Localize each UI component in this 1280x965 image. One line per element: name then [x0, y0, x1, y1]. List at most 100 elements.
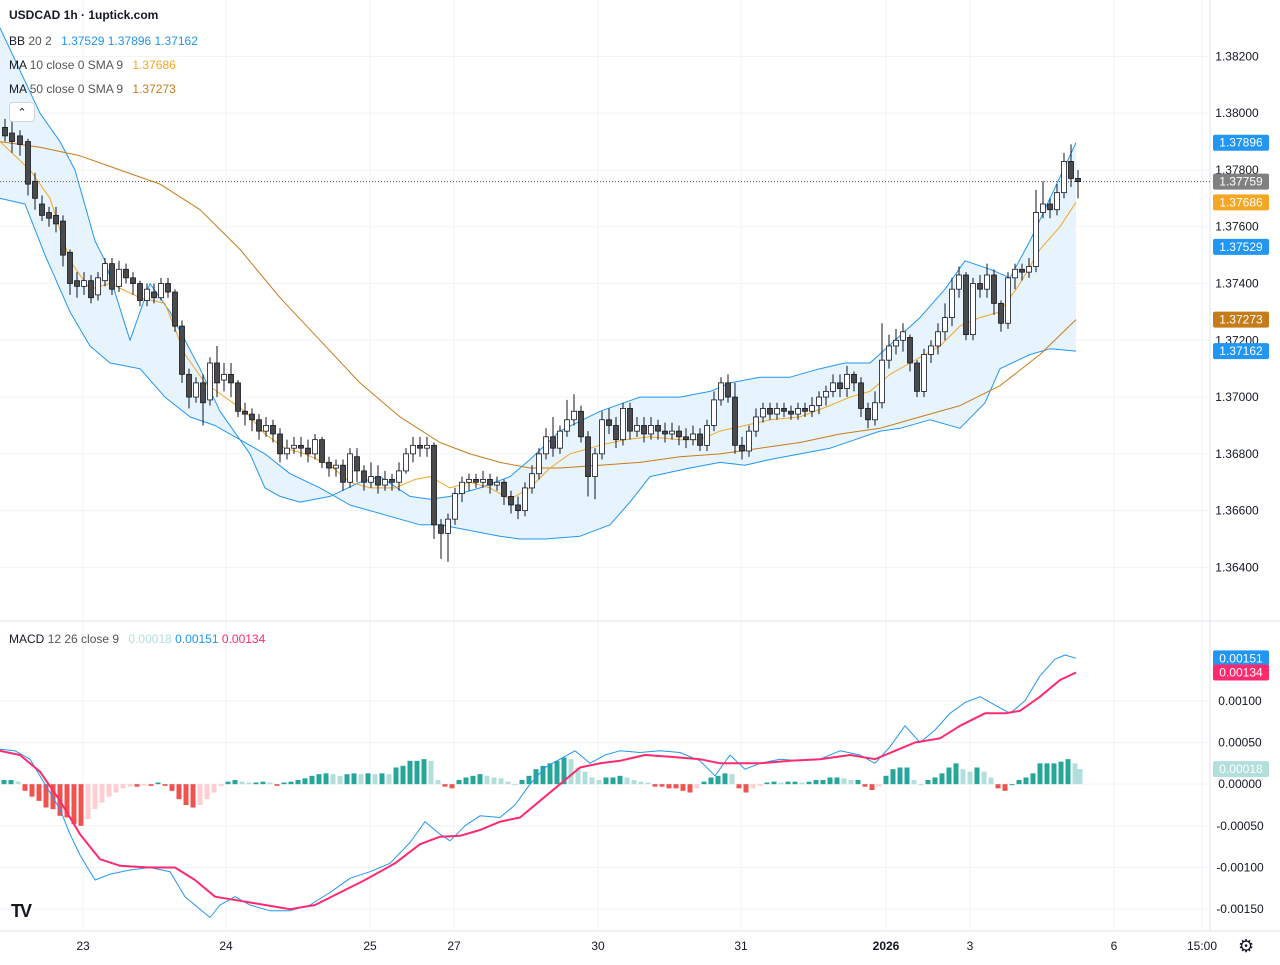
macd-histogram-bar	[778, 782, 784, 785]
legend-ma10-name: MA	[9, 58, 27, 72]
macd-histogram-bar	[449, 784, 455, 789]
candle-body	[536, 453, 542, 475]
chevron-up-icon[interactable]: ⌃	[9, 102, 35, 122]
candle-body	[172, 291, 178, 327]
macd-histogram-bar	[638, 781, 644, 785]
time-tick-label: 31	[734, 939, 748, 953]
macd-histogram-bar	[120, 784, 126, 789]
candle-body	[718, 382, 724, 401]
macd-histogram-bar	[589, 777, 595, 785]
candle-body	[326, 461, 332, 469]
candle-body	[319, 439, 325, 463]
legend-bb-v1: 1.37529	[61, 34, 105, 48]
legend-bb-params: 20 2	[28, 34, 52, 48]
macd-histogram-bar	[799, 782, 805, 785]
macd-histogram-bar	[351, 773, 357, 785]
candle-body	[928, 345, 934, 355]
chart-title: USDCAD 1h · 1uptick.com	[9, 8, 159, 22]
macd-histogram-bar	[288, 781, 294, 785]
macd-scale-label: 0.00134	[1219, 666, 1263, 680]
candle-body	[837, 382, 843, 389]
macd-histogram-bar	[43, 784, 49, 808]
macd-histogram-bar	[379, 773, 385, 785]
candle-body	[60, 220, 66, 256]
candle-body	[368, 476, 374, 483]
time-tick-label: 23	[76, 939, 90, 953]
legend-ma50[interactable]: MA 50 close 0 SMA 9 1.37273	[9, 82, 176, 96]
macd-histogram-bar	[890, 769, 896, 785]
candle-body	[39, 203, 45, 216]
macd-histogram-bar	[792, 781, 798, 785]
candle-body	[676, 430, 682, 438]
macd-histogram-bar	[442, 784, 448, 787]
macd-histogram-bar	[1002, 784, 1008, 791]
macd-scale-label-bg	[1213, 761, 1269, 778]
legend-ma10-value: 1.37686	[132, 58, 176, 72]
macd-histogram-bar	[757, 784, 763, 786]
macd-histogram-bar	[1065, 759, 1071, 785]
macd-histogram-bar	[708, 777, 714, 785]
macd-histogram-bar	[631, 780, 637, 785]
candle-body	[886, 345, 892, 361]
macd-histogram-bar	[988, 777, 994, 785]
macd-histogram-bar	[1072, 763, 1078, 785]
macd-histogram-bar	[106, 784, 112, 797]
candle-body	[277, 433, 283, 455]
macd-histogram-bar	[813, 780, 819, 785]
macd-histogram-bar	[36, 784, 42, 801]
macd-tick-label: 0.00000	[1218, 777, 1262, 791]
time-tick-label: 15:00	[1187, 939, 1217, 953]
price-tick-label: 1.37400	[1215, 277, 1259, 291]
gear-icon[interactable]: ⚙	[1238, 936, 1255, 956]
macd-histogram-bar	[344, 774, 350, 785]
macd-histogram-bar	[400, 765, 406, 785]
candle-body	[347, 453, 353, 483]
candle-body	[879, 359, 885, 404]
candle-body	[151, 291, 157, 299]
candle-body	[235, 382, 241, 412]
candle-body	[781, 408, 787, 412]
macd-histogram-bar	[463, 777, 469, 785]
candle-body	[739, 444, 745, 452]
legend-bb[interactable]: BB 20 2 1.37529 1.37896 1.37162	[9, 34, 198, 48]
macd-histogram-bar	[1030, 773, 1036, 785]
candle-body	[403, 453, 409, 472]
candle-body	[284, 447, 290, 455]
candle-body	[53, 214, 59, 225]
candle-body	[256, 419, 262, 432]
macd-histogram-bar	[484, 775, 490, 785]
price-tick-label: 1.36400	[1215, 560, 1259, 574]
macd-histogram-bar	[358, 774, 364, 785]
candle-body	[921, 354, 927, 392]
macd-histogram-bar	[148, 784, 154, 786]
candle-body	[872, 402, 878, 421]
candle-body	[487, 479, 493, 486]
macd-histogram-bar	[519, 780, 525, 785]
candle-body	[1012, 268, 1018, 279]
candle-body	[648, 425, 654, 435]
macd-histogram-bar	[477, 774, 483, 785]
price-tick-label: 1.37000	[1215, 390, 1259, 404]
legend-ma10[interactable]: MA 10 close 0 SMA 9 1.37686	[9, 58, 176, 72]
axes: 1.364001.366001.368001.370001.372001.374…	[76, 49, 1264, 953]
macd-histogram-bar	[575, 767, 581, 785]
candle-body	[375, 476, 381, 486]
macd-histogram-bar	[547, 763, 553, 785]
price-tick-label: 1.38000	[1215, 106, 1259, 120]
tradingview-logo[interactable]: TV	[11, 901, 32, 921]
legend-macd[interactable]: MACD 12 26 close 9 0.00018 0.00151 0.001…	[9, 632, 265, 646]
candle-body	[263, 425, 269, 432]
candle-body	[816, 396, 822, 406]
candle-body	[662, 430, 668, 435]
macd-histogram-bar	[722, 773, 728, 785]
price-scale-label: 1.37896	[1219, 136, 1263, 150]
macd-histogram-bar	[15, 781, 21, 785]
macd-histogram-bar	[22, 784, 28, 791]
macd-histogram-bar	[610, 777, 616, 785]
macd-histogram-bar	[729, 774, 735, 785]
macd-histogram-bar	[582, 771, 588, 785]
candle-body	[711, 399, 717, 426]
candle-body	[298, 444, 304, 449]
